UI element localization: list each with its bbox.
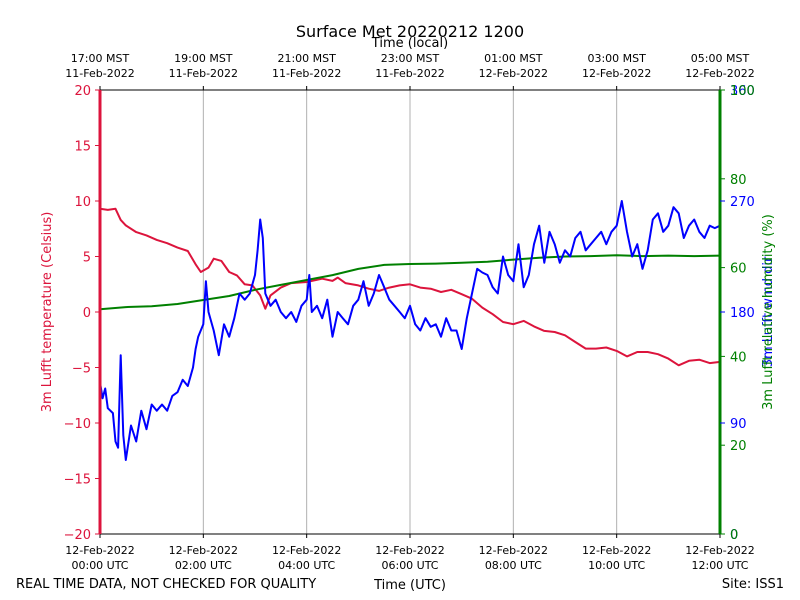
x-tick-utc-time-3: 06:00 UTC [381, 559, 438, 572]
x-tick-utc-time-1: 02:00 UTC [175, 559, 232, 572]
rh-tick-label-5: 100 [730, 84, 755, 99]
left-tick-label-8: 20 [74, 84, 91, 99]
gridlines [202, 90, 618, 534]
x-tick-local-time-6: 05:00 MST [691, 52, 750, 65]
x-tick-utc-time-5: 10:00 UTC [588, 559, 645, 572]
x-tick-utc-time-0: 00:00 UTC [71, 559, 128, 572]
wind-tick-label-3: 270 [730, 195, 755, 210]
x-tick-local-date-0: 11-Feb-2022 [65, 67, 134, 80]
x-tick-local-date-6: 12-Feb-2022 [685, 67, 754, 80]
x-tick-utc-date-6: 12-Feb-2022 [685, 544, 754, 557]
wind-tick-label-0: 0 [730, 528, 738, 543]
x-tick-local-date-1: 11-Feb-2022 [169, 67, 238, 80]
x-tick-utc-date-5: 12-Feb-2022 [582, 544, 651, 557]
top-axis-label: Time (local) [371, 36, 448, 51]
axis-ticks: 12-Feb-2022 00:00 UTC 12-Feb-2022 02:00 UTC… [64, 52, 755, 572]
x-tick-local-date-4: 12-Feb-2022 [479, 67, 548, 80]
x-tick-utc-date-1: 12-Feb-2022 [169, 544, 238, 557]
x-tick-local-time-0: 17:00 MST [71, 52, 130, 65]
rh-tick-label-1: 20 [730, 439, 747, 454]
x-tick-utc-date-4: 12-Feb-2022 [479, 544, 548, 557]
series-line-rh [99, 254, 721, 311]
left-tick-label-0: −20 [64, 528, 91, 543]
right-axis-label-rh: 3m Lufft relative humidity (%) [761, 214, 776, 410]
x-tick-utc-time-2: 04:00 UTC [278, 559, 335, 572]
x-tick-local-time-4: 01:00 MST [484, 52, 543, 65]
left-tick-label-5: 5 [83, 251, 91, 266]
x-axis-label: Time (UTC) [373, 578, 446, 593]
left-tick-label-3: −5 [72, 362, 91, 377]
x-tick-local-date-2: 11-Feb-2022 [272, 67, 341, 80]
wind-tick-label-2: 180 [730, 306, 755, 321]
wind-tick-label-4: 360 [730, 84, 755, 99]
x-tick-utc-date-3: 12-Feb-2022 [375, 544, 444, 557]
x-tick-local-time-1: 19:00 MST [174, 52, 233, 65]
wind-tick-label-1: 90 [730, 417, 747, 432]
x-tick-local-time-2: 21:00 MST [277, 52, 336, 65]
x-tick-local-date-3: 11-Feb-2022 [375, 67, 444, 80]
x-tick-utc-time-4: 08:00 UTC [485, 559, 542, 572]
site-label: Site: ISS1 [722, 577, 784, 592]
x-tick-utc-time-6: 12:00 UTC [691, 559, 748, 572]
rh-tick-label-0: 0 [730, 528, 738, 543]
series-lines [99, 200, 721, 461]
rh-tick-label-3: 60 [730, 262, 747, 277]
rh-tick-label-2: 40 [730, 350, 747, 365]
quality-note: REAL TIME DATA, NOT CHECKED FOR QUALITY [16, 577, 316, 592]
right-axis-label-wind: 3m Lufft wind dir [761, 256, 776, 367]
x-tick-local-time-5: 03:00 MST [587, 52, 646, 65]
rh-tick-label-4: 80 [730, 173, 747, 188]
series-line-wind [99, 200, 721, 461]
left-tick-label-2: −10 [64, 417, 91, 432]
x-tick-utc-date-2: 12-Feb-2022 [272, 544, 341, 557]
x-tick-local-date-5: 12-Feb-2022 [582, 67, 651, 80]
x-tick-local-time-3: 23:00 MST [381, 52, 440, 65]
left-axis-label: 3m Lufft temperature (Celsius) [40, 212, 55, 413]
chart-title: Surface Met 20220212 1200 [296, 22, 524, 41]
left-tick-label-6: 10 [74, 195, 91, 210]
left-tick-label-7: 15 [74, 140, 91, 155]
left-tick-label-4: 0 [83, 306, 91, 321]
left-tick-label-1: −15 [64, 473, 91, 488]
x-tick-utc-date-0: 12-Feb-2022 [65, 544, 134, 557]
